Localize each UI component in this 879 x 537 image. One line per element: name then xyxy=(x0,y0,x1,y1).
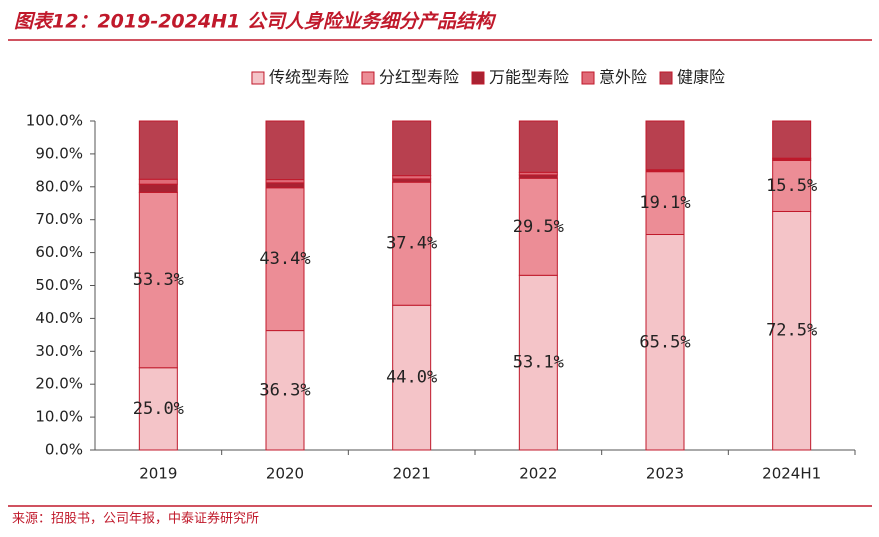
data-label: 29.5% xyxy=(513,217,564,237)
y-tick-label: 90.0% xyxy=(35,144,83,162)
y-tick-label: 20.0% xyxy=(35,375,83,393)
y-tick-label: 40.0% xyxy=(35,309,83,327)
bar-segment xyxy=(265,120,305,181)
legend-label: 传统型寿险 xyxy=(269,68,349,87)
legend-swatch xyxy=(659,71,673,85)
source-note: 来源：招股书，公司年报，中泰证券研究所 xyxy=(12,511,259,527)
x-tick-label: 2022 xyxy=(519,465,557,483)
y-tick-label: 60.0% xyxy=(35,243,83,261)
bar-segment xyxy=(518,120,558,173)
bar-segment xyxy=(772,120,812,159)
bar-segment xyxy=(645,234,685,451)
data-label: 43.4% xyxy=(259,249,310,269)
bar-segment xyxy=(265,330,305,451)
y-tick-label: 70.0% xyxy=(35,210,83,228)
bar-segment xyxy=(138,120,178,180)
data-label: 53.1% xyxy=(513,353,564,373)
bar-segment xyxy=(518,177,558,276)
x-tick-label: 2023 xyxy=(646,465,684,483)
bar-segment xyxy=(138,183,178,193)
bar-segment xyxy=(265,187,305,332)
data-label: 36.3% xyxy=(259,380,310,400)
data-label: 53.3% xyxy=(133,270,184,290)
bar-segment xyxy=(265,182,305,189)
data-label: 15.5% xyxy=(766,176,817,196)
bar-segment xyxy=(392,181,432,306)
legend-swatch xyxy=(581,71,595,85)
x-tick-label: 2024H1 xyxy=(762,465,821,483)
x-tick-label: 2021 xyxy=(393,465,431,483)
bar-segment xyxy=(138,367,178,451)
bar-segment xyxy=(772,210,812,451)
data-label: 44.0% xyxy=(386,368,437,388)
data-label: 25.0% xyxy=(133,399,184,419)
legend-label: 健康险 xyxy=(677,68,725,87)
legend-label: 分红型寿险 xyxy=(379,68,459,87)
y-tick-label: 0.0% xyxy=(45,441,83,459)
data-label: 19.1% xyxy=(639,193,690,213)
data-label: 37.4% xyxy=(386,234,437,254)
y-tick-label: 50.0% xyxy=(35,276,83,294)
bar-segment xyxy=(138,191,178,369)
bar-segment xyxy=(392,120,432,177)
y-tick-label: 10.0% xyxy=(35,408,83,426)
bar-segment xyxy=(645,120,685,171)
y-tick-label: 100.0% xyxy=(26,112,83,130)
data-label: 72.5% xyxy=(766,321,817,341)
legend-label: 万能型寿险 xyxy=(489,68,569,87)
legend-swatch xyxy=(361,71,375,85)
legend-label: 意外险 xyxy=(599,68,647,87)
chart-title: 图表12：2019-2024H1 公司人身险业务细分产品结构 xyxy=(14,11,497,33)
data-label: 65.5% xyxy=(639,332,690,352)
x-tick-label: 2020 xyxy=(266,465,304,483)
y-tick-label: 80.0% xyxy=(35,177,83,195)
legend-swatch xyxy=(251,71,265,85)
legend-swatch xyxy=(471,71,485,85)
bar-segment xyxy=(138,178,178,185)
y-tick-label: 30.0% xyxy=(35,342,83,360)
x-tick-label: 2019 xyxy=(139,465,177,483)
